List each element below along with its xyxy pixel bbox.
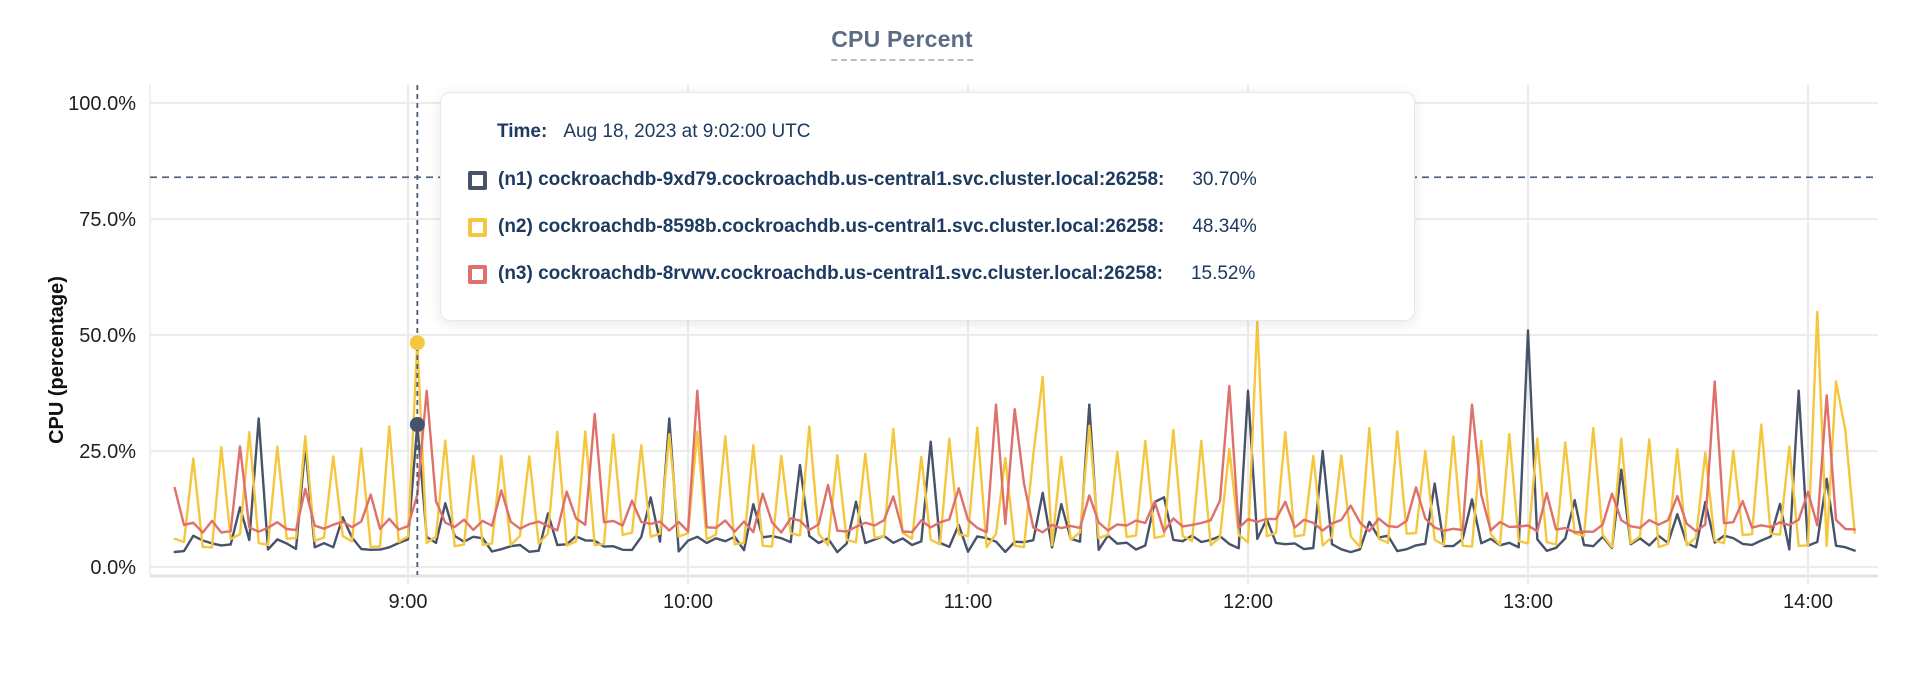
series-n3-value: 15.52% [1190, 263, 1256, 284]
y-tick-label: 50.0% [79, 325, 136, 347]
series-n1-value: 30.70% [1192, 169, 1257, 190]
y-tick-label: 25.0% [79, 441, 136, 463]
series-n3-label: (n3) cockroachdb-8rvwv.cockroachdb.us-ce… [498, 263, 1163, 284]
tooltip-time-row: Time: Aug 18, 2023 at 9:02:00 UTC [497, 121, 1414, 143]
tooltip-series-row: (n2) cockroachdb-8598b.cockroachdb.us-ce… [441, 217, 1414, 237]
x-tick-label: 14:00 [1783, 591, 1833, 613]
series-n1-marker-icon [468, 170, 487, 190]
chart-hover-tooltip: Time: Aug 18, 2023 at 9:02:00 UTC (n1) co… [440, 92, 1415, 321]
tooltip-time-value: Aug 18, 2023 at 9:02:00 UTC [563, 121, 811, 142]
y-tick-label: 75.0% [79, 209, 136, 231]
crosshair-dot-n1 [409, 417, 425, 433]
x-tick-label: 10:00 [663, 591, 713, 613]
series-n2-label: (n2) cockroachdb-8598b.cockroachdb.us-ce… [498, 216, 1165, 237]
x-tick-label: 9:00 [389, 591, 428, 613]
y-axis-title: CPU (percentage) [46, 276, 68, 444]
y-tick-label: 0.0% [90, 557, 136, 579]
series-n2-value: 48.34% [1192, 216, 1257, 237]
x-tick-label: 11:00 [944, 591, 993, 613]
crosshair-dot-n2 [409, 335, 425, 351]
series-line-n2 [173, 310, 1856, 549]
tooltip-series-row: (n3) cockroachdb-8rvwv.cockroachdb.us-ce… [441, 264, 1414, 284]
chart-title[interactable]: CPU Percent [831, 26, 973, 61]
series-line-n3 [173, 380, 1856, 534]
series-n2-marker-icon [468, 217, 487, 237]
series-n1-label: (n1) cockroachdb-9xd79.cockroachdb.us-ce… [498, 169, 1165, 190]
series-n3-marker-icon [468, 264, 487, 284]
x-tick-label: 13:00 [1503, 591, 1553, 613]
tooltip-time-label: Time: [497, 121, 548, 142]
x-tick-label: 12:00 [1223, 591, 1273, 613]
tooltip-series-row: (n1) cockroachdb-9xd79.cockroachdb.us-ce… [441, 170, 1414, 190]
y-tick-label: 100.0% [68, 93, 136, 115]
